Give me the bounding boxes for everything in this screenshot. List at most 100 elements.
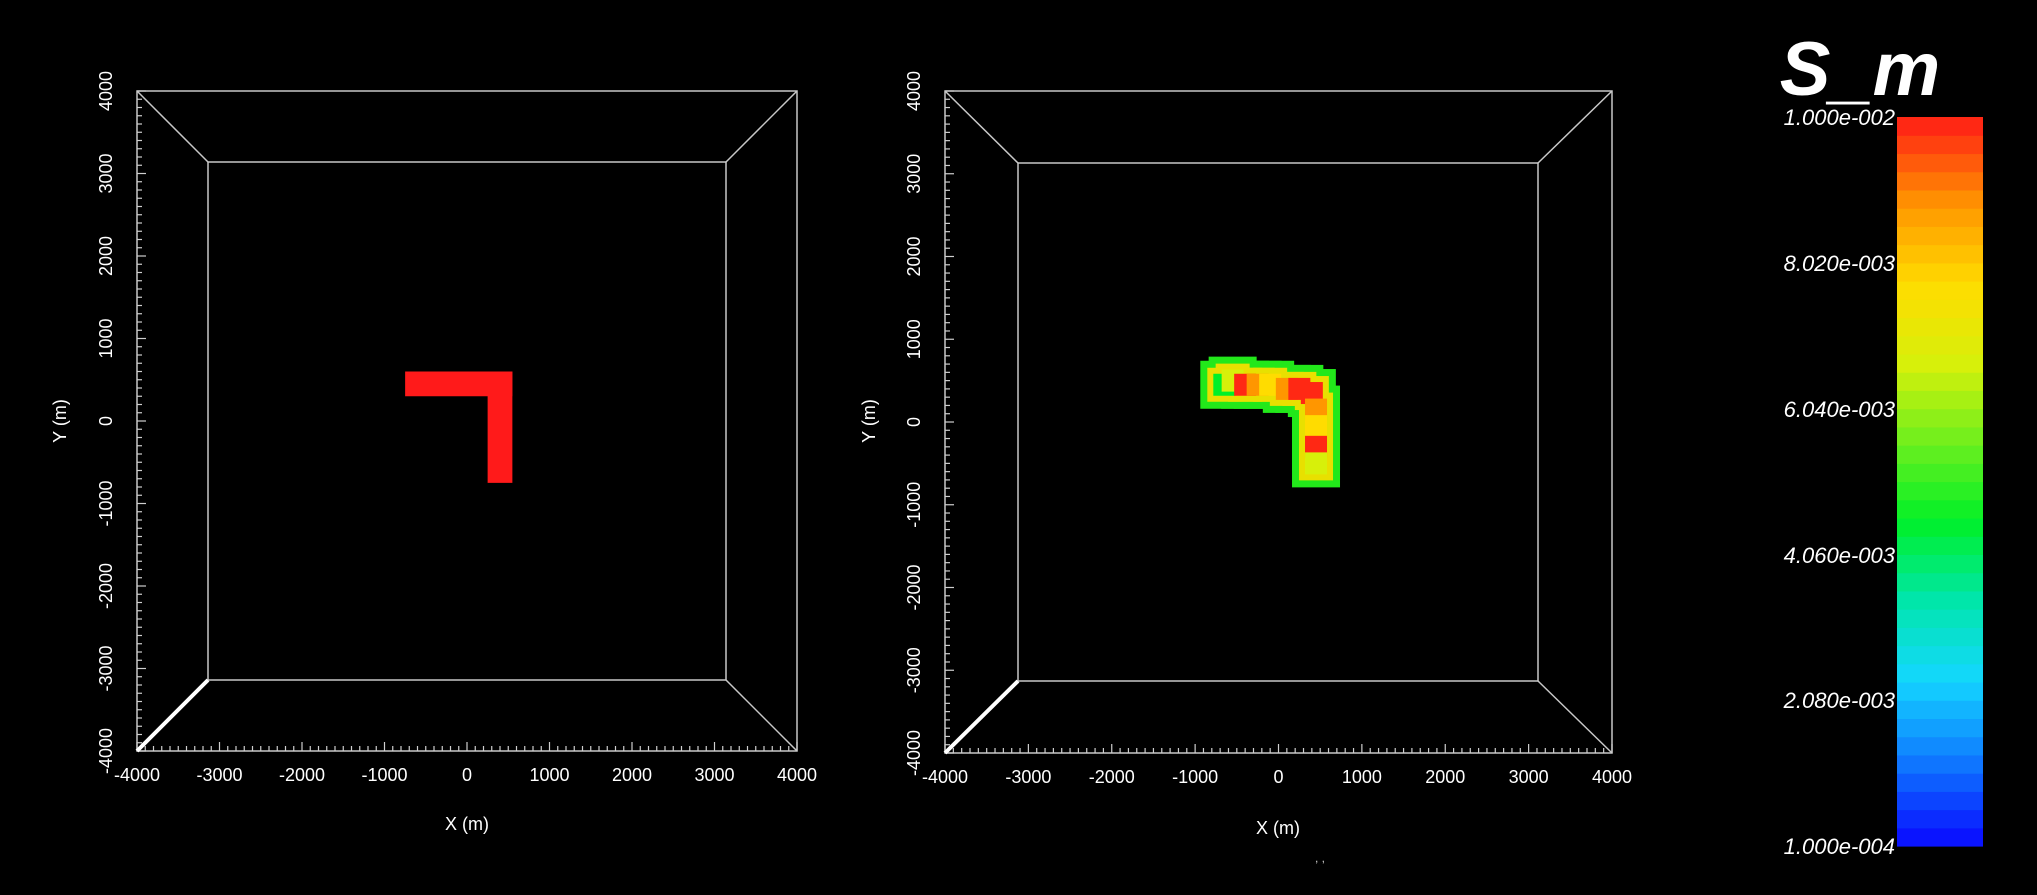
- colorbar-band: [1897, 317, 1983, 337]
- x-tick-label: 4000: [1592, 767, 1632, 787]
- field-cell: [1300, 382, 1323, 405]
- x-tick-label: 3000: [1509, 767, 1549, 787]
- colorbar-band: [1897, 463, 1983, 483]
- colorbar-band: [1897, 754, 1983, 774]
- left-plot: -4000 -3000 -2000 -1000 0 1000 2000 3000 4000 40…: [50, 71, 817, 834]
- y-tick-label: 0: [904, 417, 924, 427]
- right-depth-axis: [943, 679, 1020, 755]
- colorbar-band: [1897, 609, 1983, 628]
- left-y-ticks: 4000 3000 2000 1000 0 -1000 -2000 -3000 -4000: [96, 71, 146, 774]
- colorbar-band: [1897, 208, 1983, 227]
- y-tick-label: 4000: [96, 71, 116, 111]
- colorbar-tick-label: 8.020e-003: [1784, 251, 1896, 276]
- colorbar-band: [1897, 117, 1983, 136]
- colorbar-band: [1897, 663, 1983, 683]
- y-tick-label: -1000: [904, 482, 924, 528]
- y-tick-label: 3000: [904, 154, 924, 194]
- y-tick-label: -3000: [904, 647, 924, 693]
- colorbar-band: [1897, 281, 1983, 300]
- y-tick-label: -3000: [96, 645, 116, 691]
- colorbar-band: [1897, 736, 1983, 756]
- y-tick-label: 3000: [96, 153, 116, 193]
- colorbar-tick-label: 1.000e-002: [1784, 105, 1895, 130]
- colorbar-tick-label: 4.060e-003: [1784, 543, 1896, 568]
- x-tick-label: -2000: [1089, 767, 1135, 787]
- right-plot: -4000 -3000 -2000 -1000 0 1000 2000 3000 4000 40…: [859, 71, 1632, 865]
- x-tick-label: 2000: [612, 765, 652, 785]
- colorbar-band: [1897, 572, 1983, 592]
- x-tick-label: 3000: [694, 765, 734, 785]
- field-region: [487, 371, 513, 483]
- colorbar-band: [1897, 335, 1983, 355]
- footer-mark: , ,: [1315, 851, 1325, 865]
- colorbar-band: [1897, 372, 1983, 391]
- right-field: [1200, 356, 1341, 488]
- right-x-ticks: -4000 -3000 -2000 -1000 0 1000 2000 3000 4000: [922, 744, 1632, 787]
- colorbar-band: [1897, 226, 1983, 246]
- right-y-ticks: 4000 3000 2000 1000 0 -1000 -2000 -3000 -4000: [904, 71, 954, 776]
- field-cell: [1305, 415, 1328, 438]
- left-box-frame: [136, 90, 798, 752]
- colorbar-band: [1897, 590, 1983, 610]
- colorbar-band: [1897, 517, 1983, 537]
- colorbar: S_m 1.000e-002 8.020e-003 6.040e-003 4.060e…: [1780, 27, 1983, 859]
- left-field: [405, 371, 513, 483]
- colorbar-band: [1897, 536, 1983, 555]
- colorbar-band: [1897, 153, 1983, 173]
- x-tick-label: 1000: [529, 765, 569, 785]
- x-tick-label: -1000: [361, 765, 407, 785]
- x-tick-label: 2000: [1425, 767, 1465, 787]
- colorbar-title: S_m: [1780, 27, 1941, 112]
- y-tick-label: 2000: [904, 236, 924, 276]
- colorbar-bands: [1897, 117, 1983, 847]
- field-cell: [1305, 452, 1328, 475]
- colorbar-band: [1897, 700, 1983, 720]
- x-tick-label: 0: [1273, 767, 1283, 787]
- colorbar-band: [1897, 244, 1983, 264]
- colorbar-band: [1897, 445, 1983, 464]
- y-tick-label: 0: [96, 416, 116, 426]
- colorbar-band: [1897, 645, 1983, 665]
- colorbar-band: [1897, 827, 1983, 847]
- colorbar-band: [1897, 627, 1983, 647]
- left-depth-axis: [135, 678, 210, 753]
- x-tick-label: -4000: [922, 767, 968, 787]
- colorbar-labels: 1.000e-002 8.020e-003 6.040e-003 4.060e-003…: [1783, 105, 1896, 859]
- y-tick-label: -2000: [904, 564, 924, 610]
- x-tick-label: -3000: [1005, 767, 1051, 787]
- colorbar-band: [1897, 554, 1983, 574]
- left-y-axis-title: Y (m): [50, 399, 70, 443]
- field-cell: [1259, 373, 1282, 396]
- colorbar-band: [1897, 773, 1983, 792]
- x-tick-label: -2000: [279, 765, 325, 785]
- colorbar-band: [1897, 171, 1983, 191]
- right-x-axis-title: X (m): [1256, 818, 1300, 838]
- colorbar-band: [1897, 353, 1983, 373]
- colorbar-band: [1897, 681, 1983, 701]
- x-tick-label: -1000: [1172, 767, 1218, 787]
- x-tick-label: 1000: [1342, 767, 1382, 787]
- right-y-axis-title: Y (m): [859, 399, 879, 443]
- x-tick-label: 0: [462, 765, 472, 785]
- y-tick-label: 1000: [904, 319, 924, 359]
- y-tick-label: -1000: [96, 480, 116, 526]
- colorbar-band: [1897, 481, 1983, 501]
- colorbar-band: [1897, 408, 1983, 428]
- y-tick-label: 2000: [96, 236, 116, 276]
- right-box-frame: [944, 90, 1613, 754]
- y-tick-label: -4000: [904, 730, 924, 776]
- left-x-ticks: -4000 -3000 -2000 -1000 0 1000 2000 3000 4000: [114, 742, 817, 785]
- y-tick-label: -2000: [96, 563, 116, 609]
- colorbar-band: [1897, 426, 1983, 446]
- x-tick-label: -3000: [196, 765, 242, 785]
- x-tick-label: 4000: [777, 765, 817, 785]
- colorbar-tick-label: 2.080e-003: [1783, 688, 1896, 713]
- field-cell: [1305, 435, 1328, 458]
- y-tick-label: -4000: [96, 728, 116, 774]
- colorbar-band: [1897, 262, 1983, 282]
- x-tick-label: -4000: [114, 765, 160, 785]
- colorbar-band: [1897, 499, 1983, 519]
- colorbar-band: [1897, 299, 1983, 319]
- left-x-axis-title: X (m): [445, 814, 489, 834]
